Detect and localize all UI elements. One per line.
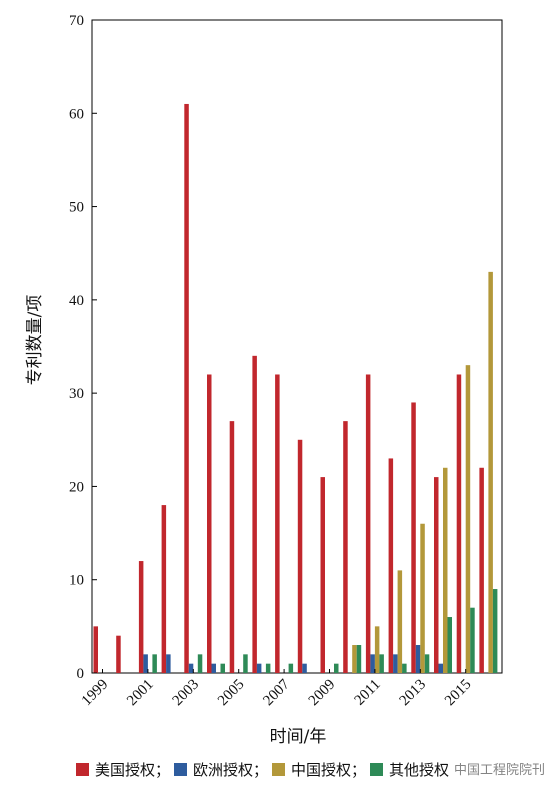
bar-2016-中国授权 xyxy=(488,271,493,673)
bar-2010-美国授权 xyxy=(343,421,348,673)
bar-2012-美国授权 xyxy=(388,458,394,673)
bar-2016-其他授权 xyxy=(492,589,498,673)
bar-2005-其他授权 xyxy=(243,654,248,673)
bar-2014-欧洲授权 xyxy=(438,663,443,673)
x-tick-label: 2013 xyxy=(397,677,430,710)
bar-2012-其他授权 xyxy=(402,663,407,673)
bar-2015-中国授权 xyxy=(465,365,471,673)
y-tick-label: 60 xyxy=(69,106,84,122)
watermark-text: 中国工程院院刊 xyxy=(453,763,545,778)
bar-2016-美国授权 xyxy=(479,467,484,673)
y-tick-label: 70 xyxy=(69,13,84,29)
bar-2004-其他授权 xyxy=(220,663,225,673)
y-tick-label: 20 xyxy=(69,479,84,495)
chart-legend: 美国授权； 欧洲授权； 中国授权； 其他授权 xyxy=(76,757,559,781)
bar-2013-欧洲授权 xyxy=(415,645,421,673)
bar-2009-其他授权 xyxy=(334,663,339,673)
plot-border xyxy=(91,19,503,674)
legend-item-other: 其他授权 xyxy=(370,759,449,780)
bar-2004-欧洲授权 xyxy=(211,663,216,673)
bar-2001-美国授权 xyxy=(138,561,144,673)
bar-2003-美国授权 xyxy=(184,103,189,673)
bar-2009-美国授权 xyxy=(320,477,325,673)
y-axis-ticks: 0 10 20 30 40 50 60 70 xyxy=(69,13,97,682)
bar-2011-欧洲授权 xyxy=(370,654,375,673)
bar-2007-其他授权 xyxy=(288,663,294,673)
bar-2014-其他授权 xyxy=(447,617,452,673)
bar-2003-其他授权 xyxy=(197,654,203,673)
bar-2011-中国授权 xyxy=(374,626,380,673)
legend-swatch-cn xyxy=(272,762,286,776)
bar-2001-其他授权 xyxy=(152,654,157,673)
bar-2015-美国授权 xyxy=(456,374,462,673)
legend-label-us: 美国授权； xyxy=(95,760,171,779)
bar-2010-中国授权 xyxy=(352,645,357,673)
bar-2013-美国授权 xyxy=(411,402,416,673)
legend-label-eu: 欧洲授权； xyxy=(193,760,269,779)
legend-swatch-eu xyxy=(174,762,188,776)
x-tick-label: 2009 xyxy=(306,677,339,710)
x-axis-title: 时间/年 xyxy=(270,727,327,747)
bar-2006-欧洲授权 xyxy=(256,663,262,673)
bar-2013-中国授权 xyxy=(420,523,425,673)
bar-2007-美国授权 xyxy=(275,374,280,673)
bar-2015-其他授权 xyxy=(470,607,475,673)
bar-2010-其他授权 xyxy=(356,645,362,673)
bar-2000-美国授权 xyxy=(116,635,121,673)
x-tick-label: 2007 xyxy=(260,676,293,709)
bar-2008-美国授权 xyxy=(297,439,303,673)
bar-2011-其他授权 xyxy=(379,654,384,673)
bar-2006-美国授权 xyxy=(252,355,257,673)
bar-2002-美国授权 xyxy=(161,505,167,673)
bar-2013-其他授权 xyxy=(424,654,430,673)
x-tick-label: 2003 xyxy=(170,677,203,710)
y-axis-title: 专利数量/项 xyxy=(25,295,45,386)
y-tick-label: 40 xyxy=(69,293,84,309)
y-tick-label: 10 xyxy=(69,573,84,589)
x-tick-label: 2005 xyxy=(215,677,248,710)
x-tick-label: 2001 xyxy=(124,677,157,710)
bar-group xyxy=(93,103,498,673)
bar-2006-其他授权 xyxy=(265,663,271,673)
y-tick-label: 50 xyxy=(69,200,84,216)
legend-label-cn: 中国授权； xyxy=(291,760,367,779)
legend-swatch-us xyxy=(76,762,89,776)
bar-2014-美国授权 xyxy=(434,477,439,673)
legend-label-other: 其他授权 xyxy=(389,760,450,779)
plot-frame xyxy=(91,19,503,674)
bar-2012-欧洲授权 xyxy=(393,654,398,673)
legend-item-eu: 欧洲授权； xyxy=(174,759,268,780)
bar-2011-美国授权 xyxy=(365,374,371,673)
y-tick-label: 30 xyxy=(69,386,84,402)
x-tick-label: 2015 xyxy=(442,677,475,710)
legend-item-cn: 中国授权； xyxy=(272,759,366,780)
bar-2004-美国授权 xyxy=(207,374,212,673)
legend-swatch-other xyxy=(370,762,384,776)
bar-2012-中国授权 xyxy=(397,570,403,673)
bar-2002-欧洲授权 xyxy=(166,654,171,673)
x-tick-label: 2011 xyxy=(352,677,384,709)
bar-2005-美国授权 xyxy=(229,421,235,673)
legend-item-us: 美国授权； xyxy=(76,759,170,780)
bar-2001-欧洲授权 xyxy=(143,654,148,673)
bar-2014-中国授权 xyxy=(443,467,448,673)
y-tick-label: 0 xyxy=(77,666,85,682)
bar-1999-美国授权 xyxy=(93,626,98,673)
x-axis-ticks: 1999 2001 2003 2005 2007 2009 2011 2013 2015 xyxy=(79,669,475,709)
bar-2003-欧洲授权 xyxy=(188,663,194,673)
bar-2008-欧洲授权 xyxy=(302,663,307,673)
